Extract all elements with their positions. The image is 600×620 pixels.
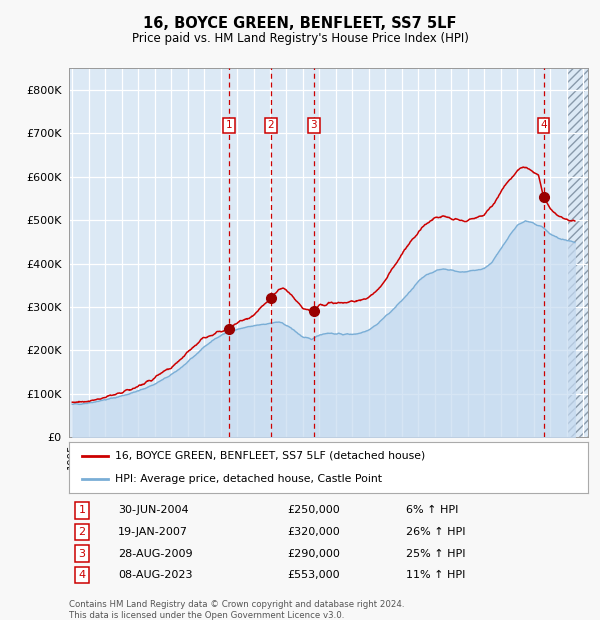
Text: HPI: Average price, detached house, Castle Point: HPI: Average price, detached house, Cast…: [115, 474, 382, 484]
Text: 30-JUN-2004: 30-JUN-2004: [118, 505, 189, 515]
Text: 3: 3: [79, 549, 85, 559]
Text: 26% ↑ HPI: 26% ↑ HPI: [406, 527, 466, 537]
Text: 2: 2: [79, 527, 86, 537]
Text: Price paid vs. HM Land Registry's House Price Index (HPI): Price paid vs. HM Land Registry's House …: [131, 32, 469, 45]
Text: £250,000: £250,000: [287, 505, 340, 515]
Text: 28-AUG-2009: 28-AUG-2009: [118, 549, 193, 559]
Text: 08-AUG-2023: 08-AUG-2023: [118, 570, 193, 580]
Text: 6% ↑ HPI: 6% ↑ HPI: [406, 505, 459, 515]
Text: 16, BOYCE GREEN, BENFLEET, SS7 5LF (detached house): 16, BOYCE GREEN, BENFLEET, SS7 5LF (deta…: [115, 451, 425, 461]
Text: 16, BOYCE GREEN, BENFLEET, SS7 5LF: 16, BOYCE GREEN, BENFLEET, SS7 5LF: [143, 16, 457, 30]
Text: 4: 4: [540, 120, 547, 130]
Text: 4: 4: [79, 570, 86, 580]
Text: £320,000: £320,000: [287, 527, 340, 537]
Text: 25% ↑ HPI: 25% ↑ HPI: [406, 549, 466, 559]
Text: Contains HM Land Registry data © Crown copyright and database right 2024.
This d: Contains HM Land Registry data © Crown c…: [69, 600, 404, 619]
Text: 3: 3: [310, 120, 317, 130]
Text: 1: 1: [226, 120, 232, 130]
Text: 11% ↑ HPI: 11% ↑ HPI: [406, 570, 466, 580]
Text: £290,000: £290,000: [287, 549, 340, 559]
Bar: [566, 68, 591, 437]
Text: 2: 2: [268, 120, 274, 130]
Text: 19-JAN-2007: 19-JAN-2007: [118, 527, 188, 537]
Text: £553,000: £553,000: [287, 570, 340, 580]
Text: 1: 1: [79, 505, 85, 515]
